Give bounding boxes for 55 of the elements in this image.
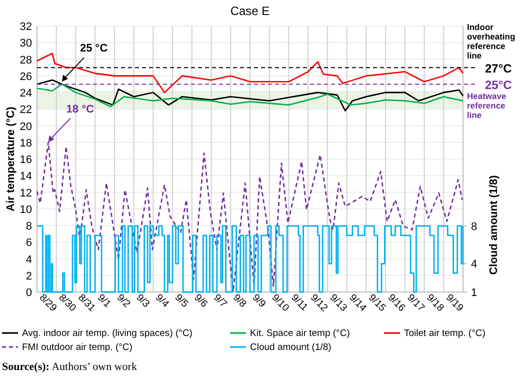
text: Indoor overheating reference line <box>467 22 516 60</box>
annotation: 18 °C <box>66 103 94 116</box>
x-tick-label: 8/29 <box>36 292 59 314</box>
ref-line-label: 27°C <box>485 62 512 76</box>
y-tick-label: 2 <box>26 270 32 282</box>
x-tick-label: 9/5 <box>172 292 190 310</box>
text: Heatwave reference line <box>467 91 506 120</box>
y2-axis-title: Cloud amount (1/8) <box>488 174 500 275</box>
x-tick-label: 9/4 <box>153 292 171 310</box>
legend-label: Avg. indoor air temp. (living spaces) (°C) <box>22 328 192 339</box>
legend-label: Toilet air temp. (°C) <box>404 328 486 339</box>
y-tick-label: 22 <box>20 104 32 116</box>
legend-label: FMI outdoor air temp. (°C) <box>22 342 132 353</box>
x-tick-label: 9/2 <box>114 292 132 310</box>
y-tick-label: 6 <box>26 237 32 250</box>
y-tick-label: 4 <box>26 254 32 266</box>
y-tick-label: 30 <box>20 38 32 50</box>
source-note: Source(s): Authors’ own work <box>2 361 138 373</box>
legend-label: Kit. Space air temp (°C) <box>250 328 350 339</box>
y2-tick-label: 8 <box>471 220 478 233</box>
y2-tick-label: 4 <box>471 258 478 271</box>
legend-label: Cloud amount (1/8) <box>250 342 332 353</box>
y-tick-label: 20 <box>20 120 32 133</box>
y-axis-title: Air temperature (°C) <box>5 106 17 212</box>
ref-line-label: 25°C <box>485 78 512 92</box>
y-tick-label: 28 <box>20 54 32 66</box>
y-tick-label: 12 <box>20 187 32 200</box>
x-tick-label: 9/10 <box>269 292 292 314</box>
chart-title: Case E <box>230 4 270 18</box>
x-tick-label: 9/9 <box>250 292 268 310</box>
x-tick-label: 9/19 <box>444 292 466 314</box>
y2-tick-label: 1 <box>471 287 478 299</box>
y-tick-label: 8 <box>26 220 32 232</box>
x-tick-label: 9/1 <box>94 292 113 310</box>
x-tick-label: 9/15 <box>366 292 388 314</box>
y-tick-label: 26 <box>20 70 32 83</box>
x-tick-label: 9/3 <box>134 292 152 310</box>
x-tick-label: 9/13 <box>327 292 350 314</box>
y-tick-label: 18 <box>20 137 32 150</box>
x-tick-label: 9/17 <box>404 292 427 314</box>
x-tick-label: 9/8 <box>230 292 248 310</box>
x-tick-label: 9/11 <box>288 292 310 314</box>
y-tick-label: 24 <box>20 88 32 100</box>
x-tick-label: 9/14 <box>346 292 369 314</box>
x-tick-label: 9/6 <box>192 292 210 310</box>
x-tick-label: 9/16 <box>385 292 408 314</box>
x-tick-label: 9/7 <box>211 292 230 310</box>
y-tick-label: 14 <box>20 170 32 183</box>
y-tick-label: 10 <box>20 204 32 216</box>
x-tick-label: 9/18 <box>424 292 446 314</box>
annotation: 25 °C <box>80 42 108 55</box>
y-tick-label: 16 <box>20 154 32 166</box>
x-tick-label: 8/30 <box>56 292 78 314</box>
y-tick-label: 0 <box>26 287 32 299</box>
y-tick-label: 32 <box>20 21 32 33</box>
